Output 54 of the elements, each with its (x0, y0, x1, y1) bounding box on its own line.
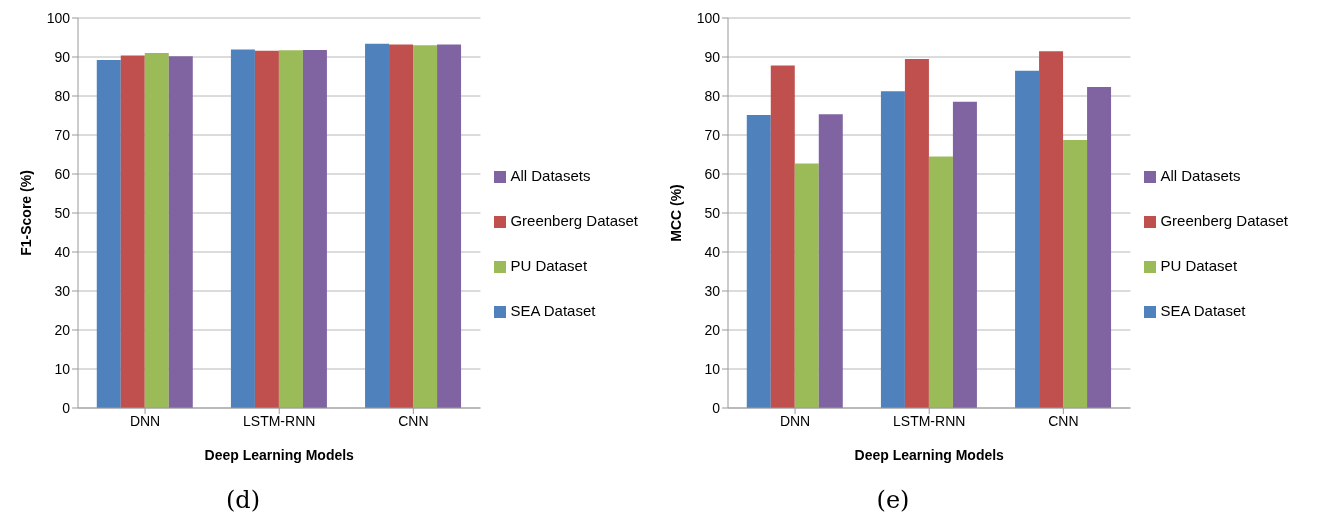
y-axis-title: F1-Score (%) (17, 170, 34, 256)
y-tick-label: 60 (704, 165, 721, 182)
x-tick-label: LSTM-RNN (893, 412, 966, 429)
bar (794, 163, 819, 408)
y-tick-label: 90 (704, 48, 721, 65)
y-tick-label: 50 (704, 204, 721, 221)
legend-label: All Datasets (1160, 167, 1241, 184)
y-tick-label: 70 (704, 126, 721, 143)
x-tick-label: DNN (129, 412, 161, 429)
bar (746, 115, 771, 408)
bar (928, 156, 953, 408)
bar (1015, 70, 1040, 408)
text: (d) (224, 486, 262, 514)
legend-label: PU Dataset (510, 257, 588, 274)
y-tick-label: 90 (54, 48, 71, 65)
x-tick-label: CNN (398, 412, 429, 429)
y-tick-label: 10 (704, 360, 721, 377)
y-tick-label: 10 (54, 360, 71, 377)
y-tick-label: 20 (704, 321, 721, 338)
bar (952, 101, 977, 408)
x-axis-title: Deep Learning Models (854, 447, 1005, 463)
y-tick-label: 70 (54, 126, 71, 143)
bar (770, 65, 795, 408)
y-axis-title: MCC (%) (667, 184, 684, 242)
y-tick-label: 50 (54, 204, 71, 221)
y-tick-label: 40 (704, 243, 721, 260)
y-tick-label: 30 (54, 282, 71, 299)
y-tick-label: 30 (704, 282, 721, 299)
x-axis-title: Deep Learning Models (204, 447, 355, 463)
bar (904, 58, 929, 408)
y-tick-label: 0 (712, 399, 721, 416)
y-tick-label: 80 (54, 87, 71, 104)
bar (818, 114, 843, 408)
bar (1087, 87, 1112, 408)
text: (e) (875, 486, 911, 514)
y-tick-label: 40 (54, 243, 71, 260)
legend-label: Greenberg Dataset (1160, 212, 1288, 229)
legend-label: PU Dataset (1160, 257, 1238, 274)
legend-label: Greenberg Dataset (510, 212, 638, 229)
x-tick-label: CNN (1048, 412, 1079, 429)
x-tick-label: LSTM-RNN (243, 412, 316, 429)
legend-label: SEA Dataset (1160, 302, 1246, 319)
y-tick-label: 0 (62, 399, 71, 416)
legend-label: All Datasets (510, 167, 591, 184)
y-tick-label: 80 (704, 87, 721, 104)
bar (880, 91, 905, 408)
y-tick-label: 100 (46, 9, 71, 26)
x-tick-label: DNN (779, 412, 811, 429)
bar (1063, 140, 1088, 408)
y-tick-label: 20 (54, 321, 71, 338)
bar (1039, 51, 1064, 408)
y-tick-label: 60 (54, 165, 71, 182)
y-tick-label: 100 (696, 9, 721, 26)
legend-label: SEA Dataset (510, 302, 596, 319)
